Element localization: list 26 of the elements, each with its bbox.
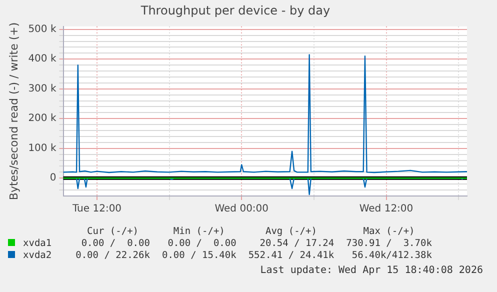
y-tick-label: 100 k bbox=[28, 142, 56, 154]
y-tick-label: 300 k bbox=[28, 83, 56, 94]
legend-label: xvda2 bbox=[22, 250, 53, 262]
x-tick-label: Wed 00:00 bbox=[214, 204, 269, 215]
y-tick-label: 200 k bbox=[28, 113, 56, 124]
y-tick-label: 400 k bbox=[28, 54, 56, 65]
text: 20.54 / 17.24 bbox=[258, 238, 334, 250]
text: 730.91 / 3.70k bbox=[345, 238, 432, 250]
text: Min (-/+) bbox=[172, 226, 226, 238]
text: Cur (-/+) bbox=[86, 226, 140, 238]
text: 0.00 / 15.40k bbox=[160, 250, 236, 262]
x-tick-label: Tue 12:00 bbox=[71, 204, 122, 215]
text: 0.00 / 0.00 bbox=[80, 238, 150, 250]
y-tick-label: 500 k bbox=[28, 24, 56, 35]
text: 552.41 / 24.41k bbox=[247, 250, 334, 262]
text: Last update: Wed Apr 15 18:40:08 2026 bbox=[260, 265, 483, 276]
text: Avg (-/+) bbox=[264, 226, 318, 238]
legend-label: xvda1 bbox=[22, 238, 53, 250]
text: Max (-/+) bbox=[362, 226, 416, 238]
x-tick-label: Wed 12:00 bbox=[359, 204, 414, 215]
text: 0.00 / 22.26k bbox=[74, 250, 150, 262]
text: 56.40k/412.38k bbox=[350, 250, 432, 262]
chart-title: Throughput per device - by day bbox=[140, 3, 330, 18]
y-axis-title: Bytes/second read (-) / write (+) bbox=[7, 22, 20, 200]
y-tick-label: 0 bbox=[50, 172, 56, 184]
text: 0.00 / 0.00 bbox=[166, 238, 236, 250]
